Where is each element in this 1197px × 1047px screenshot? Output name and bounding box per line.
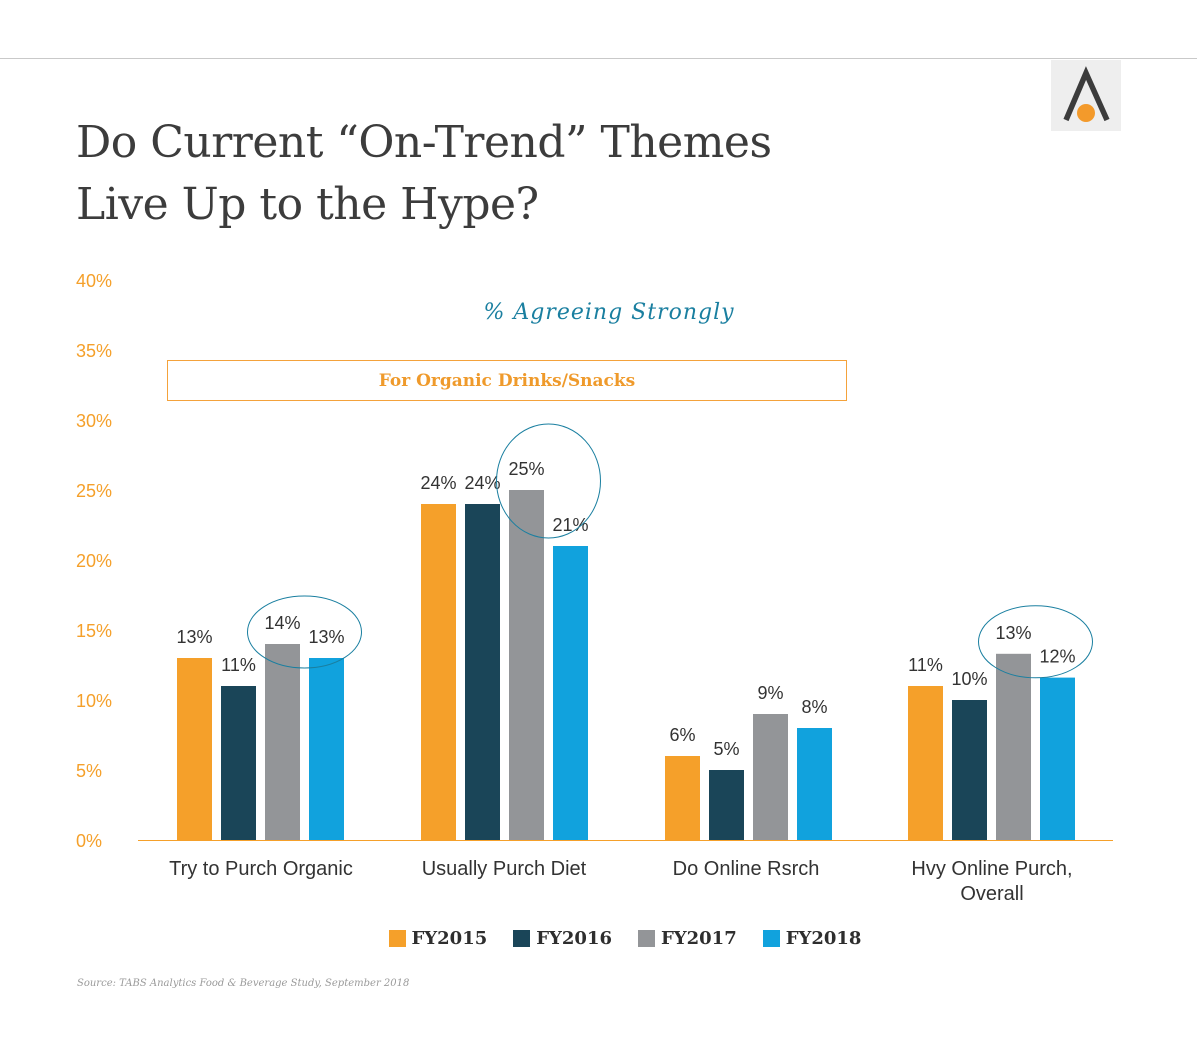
highlight-ellipse bbox=[496, 423, 601, 539]
legend-swatch bbox=[638, 930, 655, 947]
legend-swatch bbox=[762, 930, 780, 947]
bar-fy2015-2 bbox=[665, 756, 700, 840]
bar-value-label: 11% bbox=[221, 655, 256, 675]
legend-item-fy2017: FY2017 bbox=[638, 928, 737, 949]
bar-fy2017-1 bbox=[509, 490, 544, 840]
y-tick-label: 35% bbox=[76, 341, 112, 361]
y-tick-label: 20% bbox=[76, 551, 112, 571]
bar-fy2018-2 bbox=[797, 728, 832, 840]
x-category-label: Usually Purch Diet bbox=[422, 858, 587, 880]
bar-value-label: 21% bbox=[552, 515, 588, 535]
bar-value-label: 13% bbox=[995, 623, 1031, 643]
bar-fy2017-3 bbox=[996, 653, 1031, 840]
bar-fy2015-1 bbox=[421, 504, 456, 840]
legend-label: FY2018 bbox=[785, 928, 862, 949]
y-tick-label: 40% bbox=[76, 271, 112, 291]
y-tick-label: 5% bbox=[76, 761, 102, 781]
bar-value-label: 24% bbox=[464, 473, 500, 493]
x-category-label: Hvy Online Purch, bbox=[911, 858, 1072, 880]
title-line-1: Do Current “On-Trend” Themes bbox=[76, 117, 772, 168]
bar-value-label: 11% bbox=[908, 655, 943, 675]
bar-value-label: 10% bbox=[951, 669, 987, 689]
bar-value-label: 9% bbox=[757, 683, 783, 703]
legend-label: FY2015 bbox=[411, 928, 488, 949]
chart-subtitle: % Agreeing Strongly bbox=[483, 300, 735, 325]
bar-fy2016-0 bbox=[221, 686, 256, 840]
chart-legend: FY2015 FY2016 FY2017 FY2018 bbox=[0, 928, 1197, 949]
legend-swatch bbox=[388, 930, 406, 947]
highlight-ellipses bbox=[247, 423, 1093, 679]
highlight-ellipse bbox=[978, 605, 1093, 679]
bar-value-label: 13% bbox=[308, 627, 344, 647]
bar-fy2018-0 bbox=[309, 658, 344, 840]
highlight-ellipse bbox=[247, 595, 362, 669]
page-title: Do Current “On-Trend” Themes Live Up to … bbox=[76, 112, 876, 236]
top-divider bbox=[0, 58, 1197, 59]
bar-value-label: 6% bbox=[669, 725, 695, 745]
data-labels: 13% 24% 6% 11% 11% 24% 5% 10% 14% 25% 9% 13% 13% 21% 8… bbox=[176, 459, 1075, 759]
bar-value-label: 14% bbox=[264, 613, 300, 633]
bar-fy2018-1 bbox=[553, 546, 588, 840]
y-tick-label: 15% bbox=[76, 621, 112, 641]
bar-value-label: 12% bbox=[1039, 647, 1075, 667]
bar-group bbox=[177, 490, 1075, 840]
triangle-a-logo-icon bbox=[1063, 66, 1110, 122]
y-tick-label: 30% bbox=[76, 411, 112, 431]
bar-value-label: 25% bbox=[508, 459, 544, 479]
bar-fy2017-2 bbox=[753, 714, 788, 840]
bar-fy2015-0 bbox=[177, 658, 212, 840]
legend-item-fy2018: FY2018 bbox=[762, 928, 862, 949]
category-note-box: For Organic Drinks/Snacks bbox=[167, 360, 847, 401]
y-axis-ticks: 0% 5% 10% 15% 20% 25% 30% 35% 40% bbox=[76, 271, 112, 851]
legend-item-fy2015: FY2015 bbox=[388, 928, 488, 949]
legend-label: FY2016 bbox=[536, 928, 612, 949]
bar-fy2015-3 bbox=[908, 686, 943, 840]
bar-value-label: 8% bbox=[801, 697, 827, 717]
y-tick-label: 10% bbox=[76, 691, 112, 711]
x-axis-labels: Try to Purch Organic Usually Purch Diet Do… bbox=[169, 858, 1072, 905]
legend-item-fy2016: FY2016 bbox=[513, 928, 612, 949]
bar-fy2016-1 bbox=[465, 504, 500, 840]
title-line-2: Live Up to the Hype? bbox=[76, 179, 539, 230]
x-category-label: Do Online Rsrch bbox=[673, 858, 820, 880]
source-note: Source: TABS Analytics Food & Beverage S… bbox=[77, 978, 410, 989]
bar-fy2016-2 bbox=[709, 770, 744, 840]
legend-label: FY2017 bbox=[661, 928, 737, 949]
x-category-label: Try to Purch Organic bbox=[169, 858, 353, 880]
bar-fy2018-3 bbox=[1040, 677, 1075, 840]
y-tick-label: 0% bbox=[76, 831, 102, 851]
x-category-label: Overall bbox=[960, 883, 1023, 905]
bar-fy2017-0 bbox=[265, 644, 300, 840]
bar-value-label: 5% bbox=[713, 739, 739, 759]
bar-fy2016-3 bbox=[952, 700, 987, 840]
legend-swatch bbox=[513, 930, 531, 947]
logo bbox=[1051, 60, 1121, 131]
bar-value-label: 24% bbox=[420, 473, 456, 493]
y-tick-label: 25% bbox=[76, 481, 112, 501]
bar-value-label: 13% bbox=[176, 627, 212, 647]
